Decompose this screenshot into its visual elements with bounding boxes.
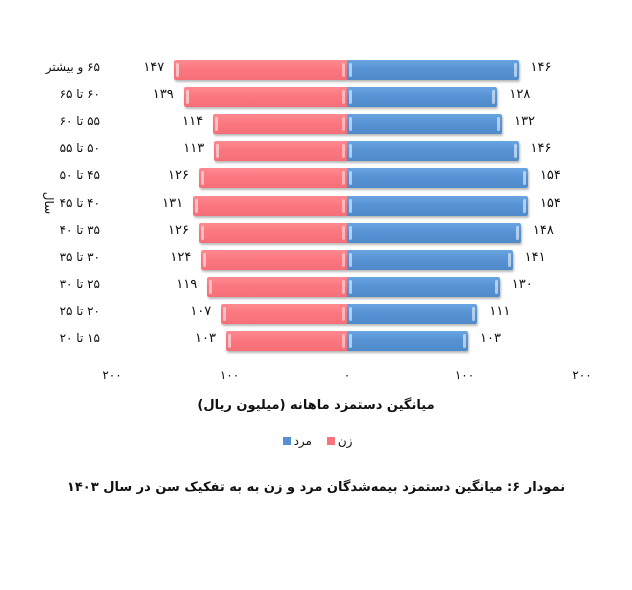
- female-value-label: ۱۳۹: [152, 87, 174, 103]
- chart-row: ۵۵ تا ۶۰ ۱۱۴ ۱۳۲: [0, 111, 632, 138]
- chart-row: ۶۰ تا ۶۵ ۱۳۹ ۱۲۸: [0, 84, 632, 111]
- category-label: ۴۵ تا ۵۰: [59, 168, 100, 183]
- female-bar: [213, 114, 347, 135]
- female-swatch-icon: [326, 437, 335, 445]
- legend-label-male: مرد: [293, 434, 312, 448]
- x-tick-label: ۱۰۰: [219, 368, 240, 382]
- male-value-label: ۱۳۲: [514, 114, 536, 130]
- male-bar: [347, 87, 498, 108]
- male-bar: [347, 195, 528, 216]
- chart-row: ۳۰ تا ۳۵ ۱۲۴ ۱۴۱: [0, 247, 632, 274]
- x-axis-title: میانگین دستمزد ماهانه (میلیون ریال): [197, 398, 435, 413]
- female-bar: [183, 87, 347, 108]
- category-label: ۵۵ تا ۶۰: [59, 114, 100, 129]
- chart-row: ۴۰ تا ۴۵ ۱۳۱ ۱۵۴: [0, 193, 632, 220]
- male-bar: [347, 222, 521, 243]
- chart-row: ۵۰ تا ۵۵ ۱۱۳ ۱۴۶: [0, 138, 632, 165]
- female-value-label: ۱۲۴: [170, 249, 192, 265]
- male-value-label: ۱۴۶: [530, 141, 552, 157]
- male-bar: [347, 141, 519, 162]
- chart-row: ۲۰ تا ۲۵ ۱۰۷ ۱۱۱: [0, 301, 632, 328]
- male-bar: [347, 249, 513, 270]
- female-bar: [198, 222, 347, 243]
- legend-item-female: زن: [324, 434, 353, 448]
- category-label: ۶۵ و بیشتر: [45, 60, 100, 74]
- category-label: ۳۵ تا ۴۰: [59, 222, 100, 237]
- male-value-label: ۱۵۴: [539, 195, 561, 211]
- legend-item-male: مرد: [280, 434, 312, 448]
- male-bar: [347, 168, 528, 189]
- chart-caption: نمودار ۶: میانگین دستمزد بیمه‌شدگان مرد …: [66, 480, 566, 495]
- male-bar: [347, 331, 469, 351]
- female-value-label: ۱۱۳: [183, 141, 205, 157]
- female-value-label: ۱۴۷: [143, 60, 165, 75]
- female-bar: [225, 331, 347, 351]
- male-bar: [347, 60, 519, 80]
- male-value-label: ۱۴۶: [530, 60, 552, 75]
- x-tick-label: ۰: [343, 368, 351, 382]
- male-bar: [347, 114, 503, 135]
- legend-label-female: زن: [337, 434, 353, 448]
- category-label: ۲۵ تا ۳۰: [59, 276, 100, 291]
- legend: زن مرد: [0, 434, 632, 448]
- male-value-label: ۱۰۳: [480, 331, 501, 346]
- female-value-label: ۱۰۷: [190, 303, 212, 319]
- female-bar: [193, 195, 347, 216]
- y-axis-title: سال: [42, 191, 57, 215]
- category-label: ۱۵ تا ۲۰: [59, 331, 100, 345]
- male-value-label: ۱۵۴: [539, 168, 561, 184]
- category-label: ۲۰ تا ۲۵: [59, 303, 100, 318]
- chart-row: ۲۵ تا ۳۰ ۱۱۹ ۱۳۰: [0, 274, 632, 301]
- category-label: ۶۰ تا ۶۵: [59, 87, 100, 102]
- male-bar: [347, 303, 478, 324]
- female-bar: [207, 276, 347, 297]
- x-tick-label: ۲۰۰: [102, 368, 122, 382]
- male-value-label: ۱۴۱: [524, 249, 546, 265]
- male-value-label: ۱۳۰: [511, 276, 533, 292]
- x-tick-label: ۲۰۰: [572, 368, 592, 382]
- female-value-label: ۱۱۴: [182, 114, 204, 130]
- chart-row: ۴۵ تا ۵۰ ۱۲۶ ۱۵۴: [0, 165, 632, 192]
- category-label: ۳۰ تا ۳۵: [59, 249, 100, 264]
- male-bar: [347, 276, 500, 297]
- female-value-label: ۱۲۶: [168, 168, 189, 184]
- male-swatch-icon: [282, 437, 291, 445]
- category-label: ۴۰ تا ۴۵: [59, 195, 100, 210]
- chart-row: ۱۵ تا ۲۰ ۱۰۳ ۱۰۳: [0, 328, 632, 355]
- female-bar: [174, 60, 347, 80]
- female-bar: [221, 303, 347, 324]
- female-value-label: ۱۱۹: [176, 276, 198, 292]
- female-bar: [198, 168, 347, 189]
- male-value-label: ۱۱۱: [489, 303, 511, 319]
- female-value-label: ۱۰۳: [195, 331, 216, 346]
- male-value-label: ۱۴۸: [532, 222, 554, 238]
- chart-row: ۳۵ تا ۴۰ ۱۲۶ ۱۴۸: [0, 220, 632, 247]
- female-value-label: ۱۲۶: [168, 222, 189, 238]
- chart-row: ۶۵ و بیشتر ۱۴۷ ۱۴۶: [0, 57, 632, 84]
- category-label: ۵۰ تا ۵۵: [59, 141, 100, 156]
- female-value-label: ۱۳۱: [162, 195, 184, 211]
- female-bar: [214, 141, 347, 162]
- x-tick-label: ۱۰۰: [454, 368, 475, 382]
- male-value-label: ۱۲۸: [509, 87, 531, 103]
- female-bar: [201, 249, 347, 270]
